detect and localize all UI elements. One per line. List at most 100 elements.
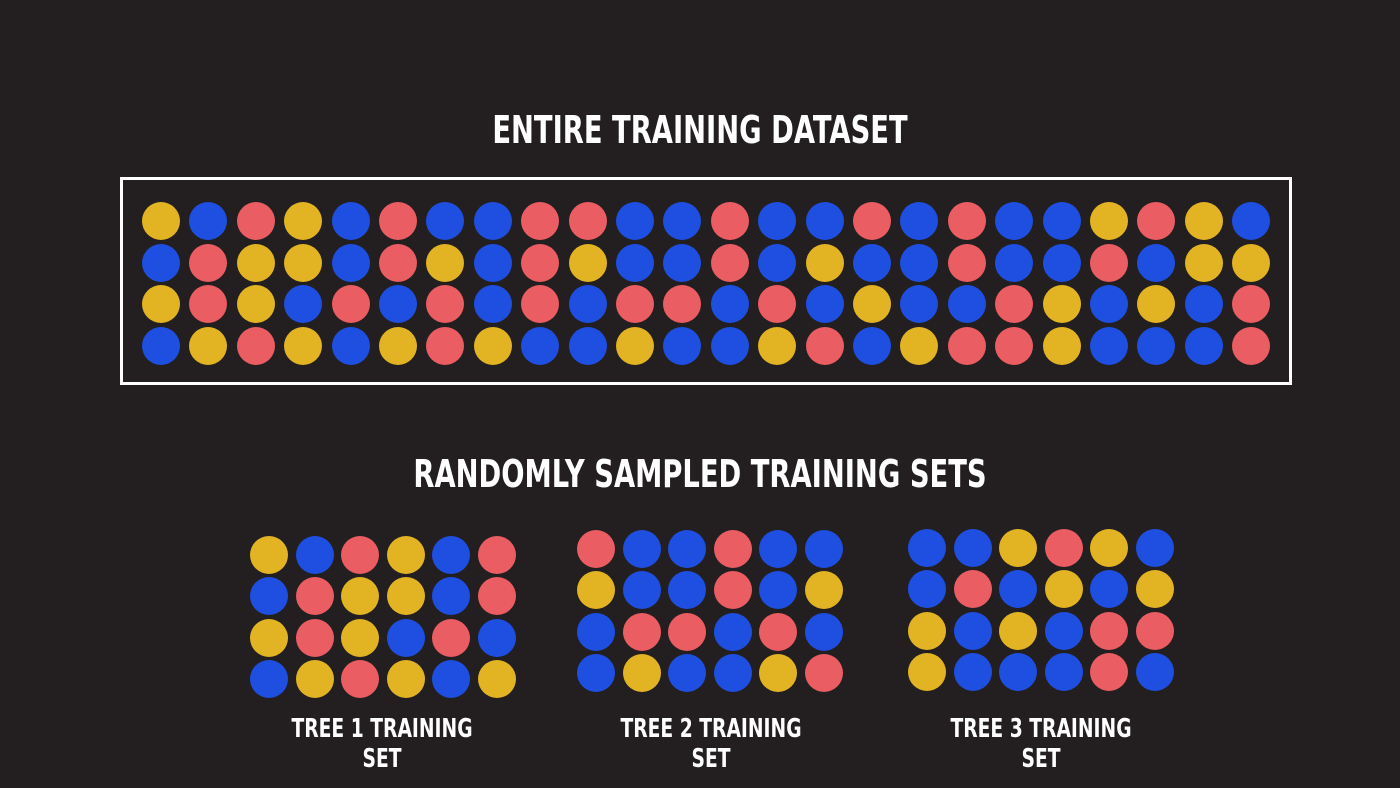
- dataset-red-dot: [521, 202, 560, 240]
- tree-1-yellow-dot: [250, 618, 288, 657]
- dataset-blue-dot: [331, 243, 370, 282]
- tree-1-red-dot: [341, 659, 379, 698]
- entire-dataset-title: ENTIRE TRAINING DATASET: [492, 108, 908, 152]
- dataset-yellow-dot: [284, 327, 323, 366]
- tree-2-blue-dot: [804, 612, 843, 651]
- tree-2-yellow-dot: [759, 653, 797, 692]
- dataset-yellow-dot: [142, 285, 180, 324]
- tree-1-yellow-dot: [386, 659, 425, 698]
- dataset-yellow-dot: [853, 285, 891, 324]
- dataset-blue-dot: [473, 243, 512, 282]
- dataset-blue-dot: [473, 202, 512, 240]
- tree-1-blue-dot: [432, 577, 470, 616]
- dataset-blue-dot: [663, 243, 702, 282]
- dataset-red-dot: [758, 285, 797, 324]
- dataset-yellow-dot: [900, 327, 939, 366]
- dataset-blue-dot: [189, 202, 228, 240]
- tree-1-yellow-dot: [250, 536, 288, 574]
- dataset-red-dot: [331, 285, 370, 324]
- tree-2-red-dot: [713, 571, 752, 610]
- dataset-yellow-dot: [236, 243, 275, 282]
- tree-3-yellow-dot: [908, 611, 946, 650]
- tree-3-red-dot: [1044, 529, 1083, 567]
- tree-3-caption: TREE 3 TRAINING SET: [950, 714, 1132, 774]
- tree-1-yellow-dot: [386, 536, 425, 574]
- dataset-yellow-dot: [142, 202, 180, 240]
- dataset-blue-dot: [663, 327, 702, 366]
- dataset-red-dot: [1090, 243, 1128, 282]
- dataset-red-dot: [710, 243, 749, 282]
- tree-1-caption: TREE 1 TRAINING SET: [291, 714, 473, 774]
- dataset-red-dot: [1232, 285, 1271, 324]
- dataset-blue-dot: [521, 327, 560, 366]
- tree-3-red-dot: [1090, 652, 1128, 691]
- dataset-red-dot: [379, 243, 417, 282]
- dataset-red-dot: [947, 327, 986, 366]
- dataset-yellow-dot: [473, 327, 512, 366]
- tree-3-yellow-dot: [999, 529, 1037, 567]
- dataset-blue-dot: [758, 202, 797, 240]
- tree-3-red-dot: [1090, 611, 1128, 650]
- dataset-yellow-dot: [284, 243, 323, 282]
- dataset-yellow-dot: [616, 327, 654, 366]
- tree-2-blue-dot: [713, 612, 752, 651]
- tree-1-yellow-dot: [477, 659, 516, 698]
- dataset-yellow-dot: [1184, 202, 1223, 240]
- dataset-blue-dot: [663, 202, 702, 240]
- tree-3-yellow-dot: [1135, 570, 1174, 609]
- dataset-blue-dot: [1232, 202, 1271, 240]
- tree-3-red-dot: [953, 570, 992, 609]
- dataset-blue-dot: [331, 327, 370, 366]
- dataset-red-dot: [189, 285, 228, 324]
- tree-1-yellow-dot: [341, 618, 379, 657]
- tree-3-blue-dot: [999, 570, 1037, 609]
- dataset-blue-dot: [331, 202, 370, 240]
- tree-3-yellow-dot: [1090, 529, 1128, 567]
- tree-1-red-dot: [477, 536, 516, 574]
- tree-2-blue-dot: [759, 571, 797, 610]
- dataset-yellow-dot: [379, 327, 417, 366]
- dataset-yellow-dot: [568, 243, 607, 282]
- dataset-blue-dot: [426, 202, 465, 240]
- tree-1-yellow-dot: [295, 659, 334, 698]
- tree-2-red-dot: [622, 612, 661, 651]
- tree-3-yellow-dot: [1044, 570, 1083, 609]
- tree-3-blue-dot: [1135, 529, 1174, 567]
- tree-1-blue-dot: [432, 536, 470, 574]
- dataset-yellow-dot: [1042, 327, 1081, 366]
- dataset-yellow-dot: [426, 243, 465, 282]
- dataset-red-dot: [663, 285, 702, 324]
- dataset-blue-dot: [284, 285, 323, 324]
- dataset-yellow-dot: [1042, 285, 1081, 324]
- dataset-red-dot: [1232, 327, 1271, 366]
- tree-3-blue-dot: [1090, 570, 1128, 609]
- tree-1-blue-dot: [432, 659, 470, 698]
- dataset-blue-dot: [1090, 285, 1128, 324]
- dataset-red-dot: [379, 202, 417, 240]
- tree-2-red-dot: [759, 612, 797, 651]
- dataset-blue-dot: [1042, 202, 1081, 240]
- tree-2-blue-dot: [577, 653, 615, 692]
- tree-1-yellow-dot: [341, 577, 379, 616]
- dataset-blue-dot: [758, 243, 797, 282]
- tree-3-blue-dot: [999, 652, 1037, 691]
- dataset-yellow-dot: [1090, 202, 1128, 240]
- dataset-blue-dot: [853, 243, 891, 282]
- tree-2-blue-dot: [668, 653, 706, 692]
- dataset-blue-dot: [1184, 285, 1223, 324]
- dataset-blue-dot: [1042, 243, 1081, 282]
- dataset-red-dot: [947, 243, 986, 282]
- dataset-blue-dot: [142, 327, 180, 366]
- tree-3-yellow-dot: [999, 611, 1037, 650]
- dataset-yellow-dot: [1184, 243, 1223, 282]
- tree-2-yellow-dot: [804, 571, 843, 610]
- tree-3-blue-dot: [1044, 652, 1083, 691]
- dataset-blue-dot: [568, 327, 607, 366]
- dataset-yellow-dot: [236, 285, 275, 324]
- dataset-blue-dot: [616, 243, 654, 282]
- tree-1-yellow-dot: [386, 577, 425, 616]
- dataset-blue-dot: [568, 285, 607, 324]
- tree-2-yellow-dot: [577, 571, 615, 610]
- tree-1-blue-dot: [295, 536, 334, 574]
